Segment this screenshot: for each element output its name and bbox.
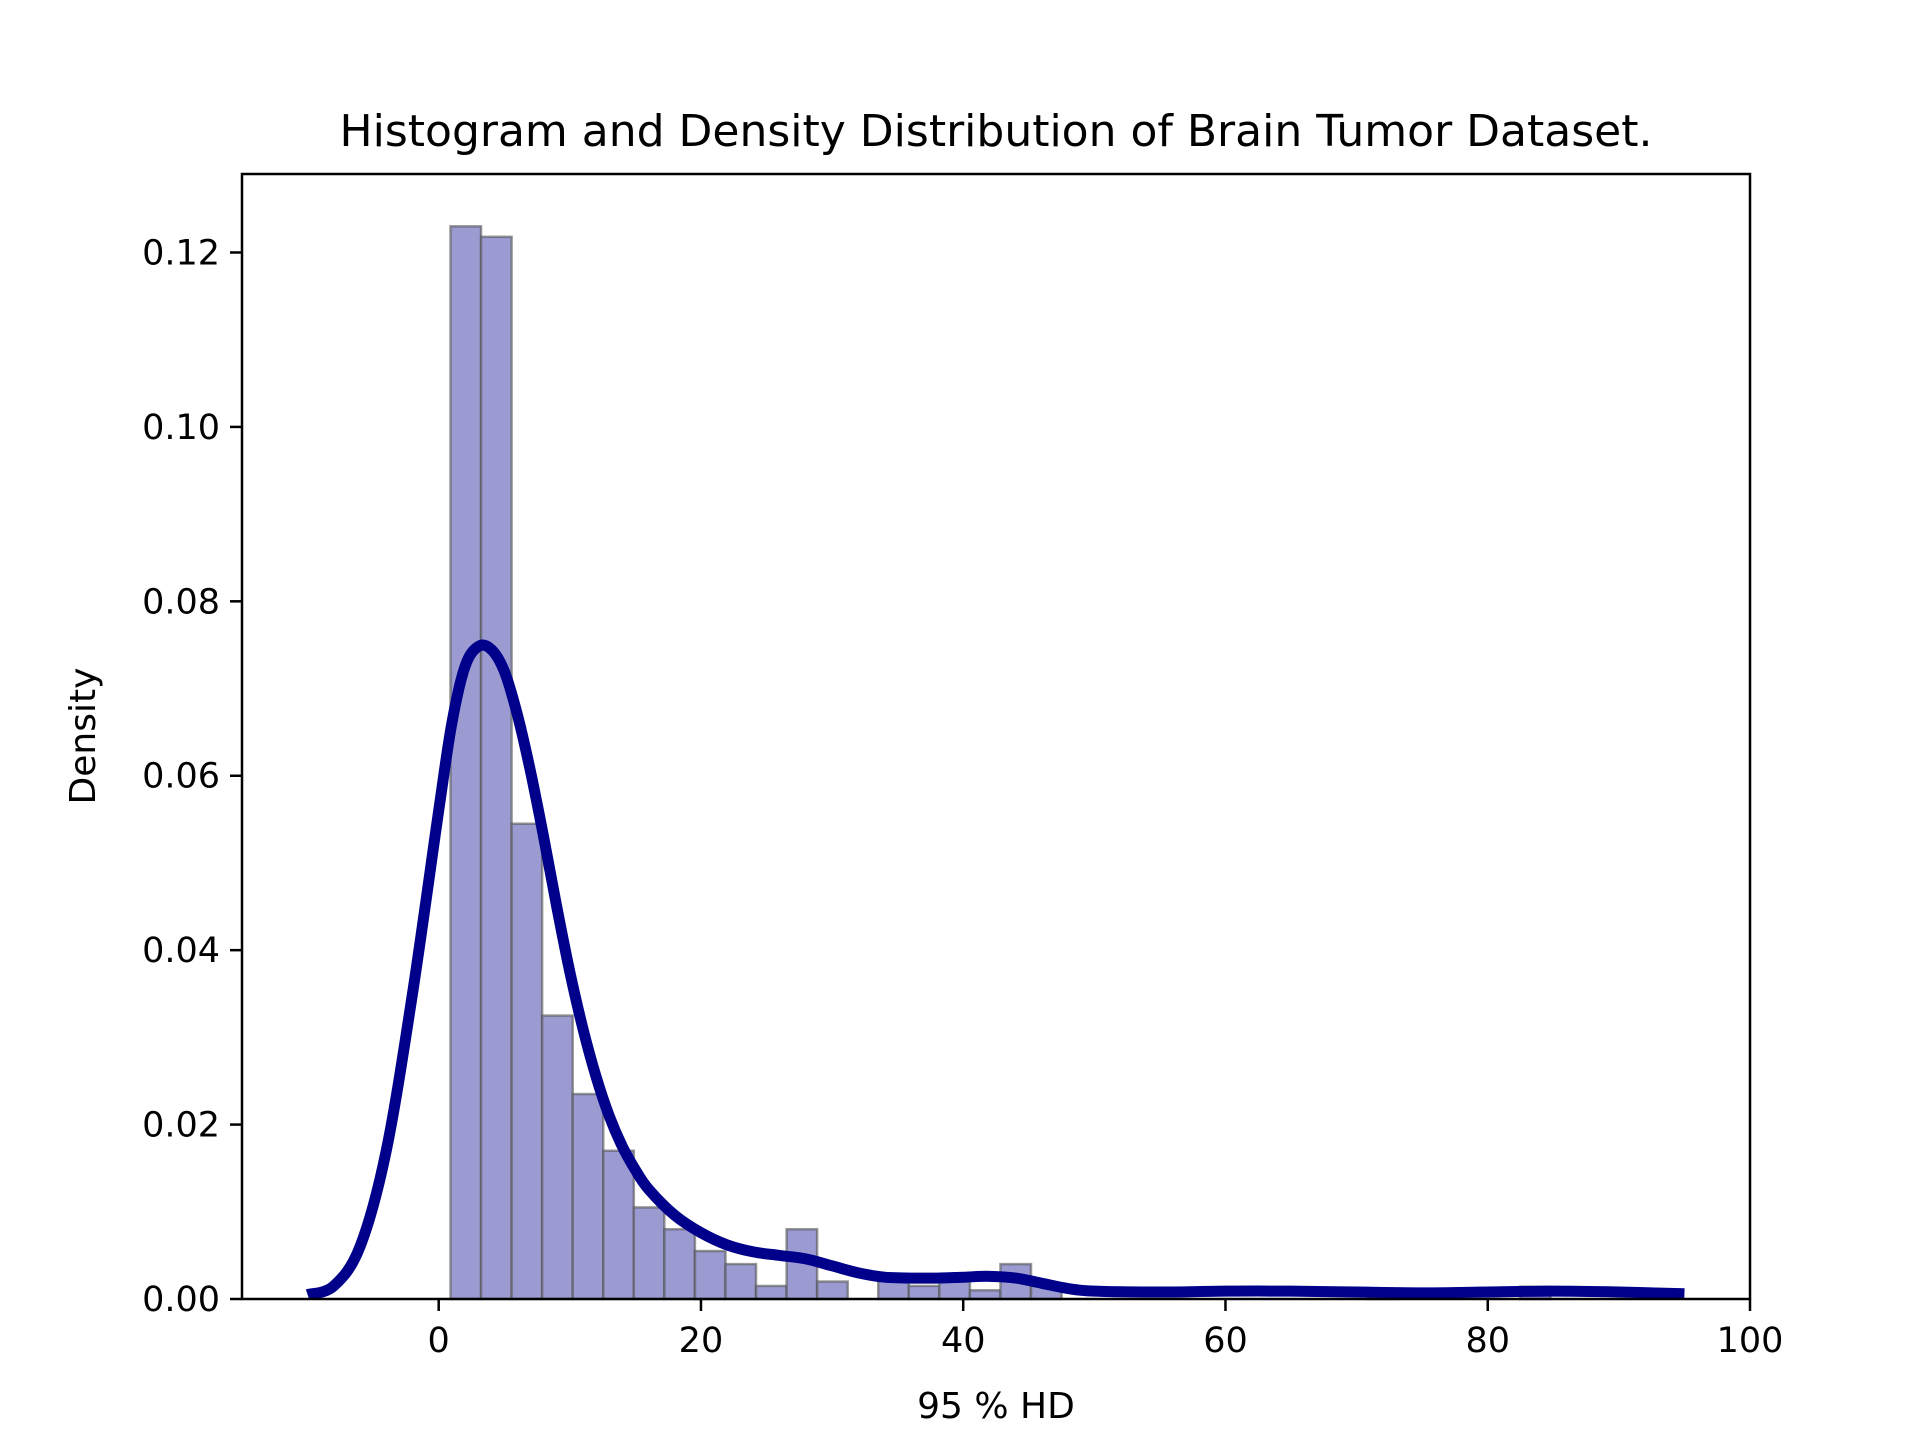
- histogram-bar: [479, 235, 513, 1301]
- histogram-bar: [571, 1092, 605, 1301]
- histogram-bar: [815, 1280, 849, 1301]
- y-tick-label: 0.04: [142, 931, 220, 971]
- histogram-bar: [540, 1014, 574, 1301]
- x-tick-label: 80: [1465, 1321, 1510, 1361]
- x-axis-label: 95 % HD: [917, 1386, 1075, 1427]
- x-tick-label: 40: [941, 1321, 986, 1361]
- histogram-bars: [449, 225, 1552, 1301]
- histogram-bar: [724, 1262, 758, 1301]
- y-tick-label: 0.08: [142, 582, 220, 622]
- histogram-bar: [632, 1206, 666, 1301]
- y-tick-label: 0.02: [142, 1106, 220, 1146]
- x-axis-ticks: 0 20 40 60 80 100: [428, 1299, 1784, 1361]
- x-tick-label: 0: [428, 1321, 450, 1361]
- y-tick-label: 0.06: [142, 757, 220, 797]
- chart-title: Histogram and Density Distribution of Br…: [340, 106, 1653, 157]
- y-tick-label: 0.00: [142, 1280, 220, 1320]
- y-axis-label: Density: [63, 668, 104, 805]
- x-tick-label: 100: [1717, 1321, 1784, 1361]
- x-tick-label: 60: [1203, 1321, 1248, 1361]
- histogram-bar: [449, 225, 483, 1301]
- density-curve: [305, 639, 1685, 1300]
- y-tick-label: 0.12: [142, 233, 220, 273]
- plot-frame: [240, 172, 1752, 1301]
- y-tick-label: 0.10: [142, 408, 220, 448]
- histogram-bar: [693, 1249, 727, 1301]
- x-tick-label: 20: [679, 1321, 724, 1361]
- histogram-bar: [754, 1284, 788, 1301]
- histogram-bar: [602, 1149, 636, 1301]
- histogram-bar: [663, 1227, 697, 1301]
- density-curve-layer: [305, 639, 1685, 1300]
- y-axis-ticks: 0.00 0.02 0.04 0.06 0.08 0.10 0.12: [142, 233, 242, 1320]
- histogram-bar: [907, 1284, 941, 1301]
- histogram-bar: [968, 1289, 1002, 1301]
- histogram-bar: [938, 1280, 972, 1301]
- histogram-bar: [510, 822, 544, 1301]
